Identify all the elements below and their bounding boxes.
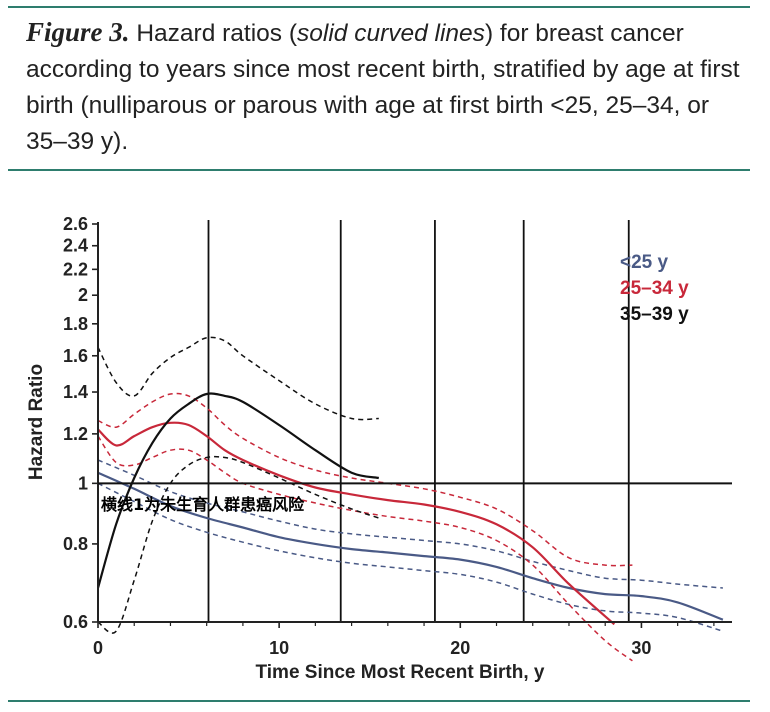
vertical-lines [207,220,630,622]
bottom-rule [8,700,750,702]
caption-text-b: ) for breast cancer according to years s… [26,20,740,155]
y-tick-label: 1 [78,473,88,493]
confidence-bands [97,336,724,662]
y-tick-label: 1.8 [63,314,88,334]
figure-caption: Figure 3. Hazard ratios (solid curved li… [26,14,746,160]
x-tick-label: 20 [450,638,470,658]
y-axis-title: Hazard Ratio [26,364,47,480]
y-tick-label: 1.4 [63,382,88,402]
y-tick-label: 0.6 [63,612,88,632]
x-axis-ticks: 0 10 20 30 [93,622,715,658]
series-line [97,471,724,621]
x-tick-label: 10 [269,638,289,658]
legend-entry: <25 y [620,252,669,273]
y-axis-ticks: 0.6 0.8 1 1.2 1.4 1.6 1.8 2 2.2 2.42.6 [63,214,98,632]
y-tick-label: 2.4 [63,236,88,256]
series-line [97,421,616,626]
x-tick-label: 30 [631,638,651,658]
y-tick-label: 2 [78,285,88,305]
confidence-band-lower [97,435,633,662]
legend-entry: 25–34 y [620,278,689,299]
y-tick-label: 1.6 [63,346,88,366]
confidence-band-upper [97,392,633,567]
top-rule [8,6,750,8]
caption-text-a: Hazard ratios ( [129,20,297,47]
legend: <25 y 25–34 y 35–39 y [620,252,689,325]
confidence-band-lower [97,455,380,634]
confidence-band-upper [97,336,379,421]
y-tick-label: 1.2 [63,424,88,444]
confidence-band-upper [97,459,723,589]
chart-annotation: 横线1为未生育人群患癌风险 [101,495,305,514]
series-line [96,392,380,589]
caption-rule [8,169,750,171]
x-tick-label: 0 [93,638,103,658]
caption-text-italic: solid curved lines [297,20,485,47]
y-tick-label: 0.8 [63,534,88,554]
x-axis-title: Time Since Most Recent Birth, y [256,662,545,683]
axes [97,222,732,623]
y-tick-label: 2.2 [63,259,88,279]
legend-entry: 35–39 y [620,304,689,325]
y-tick-label: 2.6 [63,214,88,234]
figure-label: Figure 3. [26,17,130,47]
hazard-curves [96,392,724,626]
